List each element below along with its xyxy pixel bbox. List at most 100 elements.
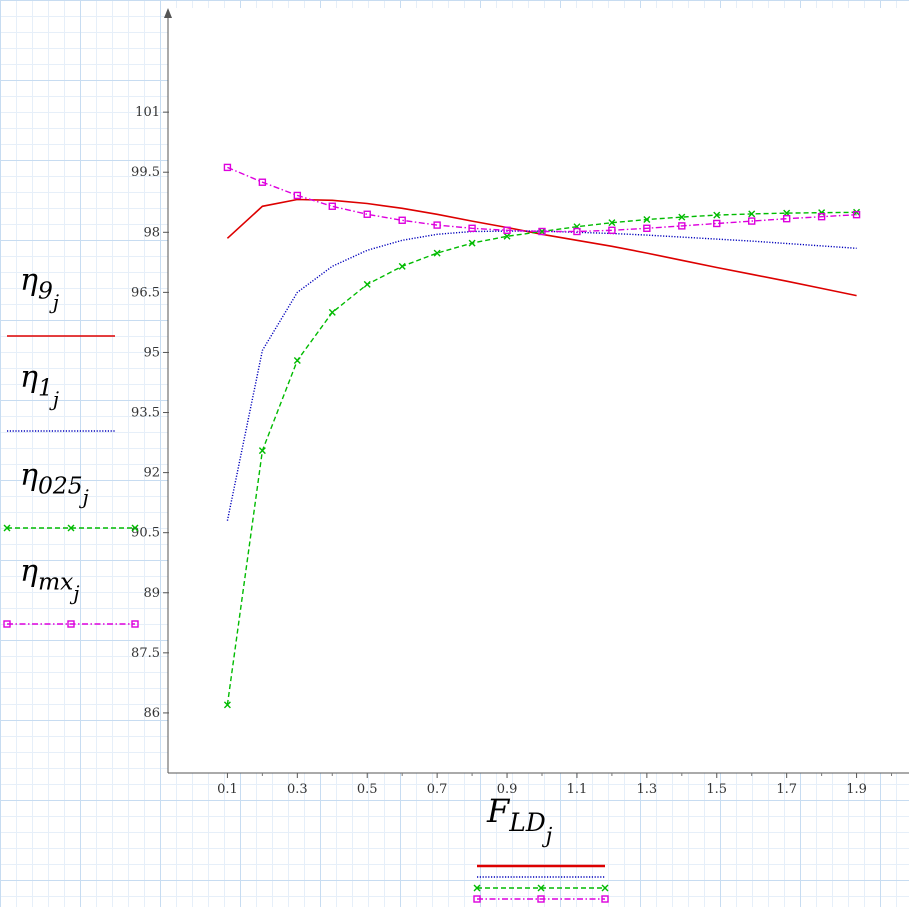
point-marker-square (748, 217, 756, 225)
legend-label-eta1: η1j (20, 360, 59, 411)
x-tick-label: 0.3 (287, 782, 308, 797)
legend-label-etamx-main: η (20, 554, 38, 589)
y-tick-label: 99.5 (131, 165, 160, 180)
point-marker-x (601, 884, 609, 892)
point-marker-x (433, 249, 441, 257)
legend-label-eta1-sub: 1 (38, 373, 53, 401)
x-axis-title: FLDj (486, 792, 553, 847)
marker-stroke (433, 249, 441, 257)
x-tick-labels: 0.1 0.3 0.5 0.7 0.9 1.1 1.3 1.5 1.7 1.9 (217, 782, 867, 797)
legend-label-eta9: η9j (20, 263, 59, 314)
legend-swatches-bottom (473, 864, 609, 903)
x-axis-title-sub2: j (542, 822, 553, 847)
x-tick-label: 0.7 (427, 782, 448, 797)
legend-item-eta025: η025j (3, 458, 139, 532)
x-tick-label: 1.7 (776, 782, 797, 797)
marker-stroke (223, 701, 231, 709)
point-marker-x (643, 215, 651, 223)
x-axis-title-sub: LD (508, 808, 546, 837)
point-marker-x (398, 262, 406, 270)
point-marker-square (131, 620, 139, 628)
x-tick-label: 1.1 (567, 782, 588, 797)
y-tick-label: 92 (143, 466, 160, 481)
legend-label-eta025-main: η (20, 458, 38, 493)
marker-stroke (468, 239, 476, 247)
marker-stroke (67, 524, 75, 532)
marker-stroke (258, 447, 266, 455)
legend-label-eta9-sub2: j (49, 291, 59, 314)
point-marker-square (293, 191, 302, 200)
marker-stroke (748, 210, 756, 218)
point-marker-x (473, 884, 481, 892)
y-tick-label: 95 (143, 345, 160, 360)
marker-stroke (503, 232, 511, 240)
legend-label-etamx-sub2: j (69, 582, 79, 605)
y-tick-label: 90.5 (131, 526, 160, 541)
y-tick-label: 87.5 (131, 646, 160, 661)
legend-label-eta1-main: η (20, 360, 38, 395)
y-tick-label: 93.5 (131, 406, 160, 421)
point-marker-square (601, 895, 609, 903)
x-tick-label: 1.3 (637, 782, 658, 797)
marker-stroke (537, 884, 545, 892)
point-marker-square (817, 212, 826, 221)
marker-stroke (818, 209, 826, 217)
chart-axes (163, 8, 909, 778)
legend-label-eta025: η025j (20, 458, 89, 509)
point-marker-x (131, 524, 139, 532)
point-marker-square (573, 227, 581, 236)
legend-label-eta1-sub2: j (49, 388, 59, 411)
point-marker-x (503, 232, 511, 240)
bottom-swatch-etamx (473, 895, 609, 903)
point-marker-x (678, 213, 686, 221)
marker-stroke (131, 524, 139, 532)
marker-stroke (608, 219, 616, 227)
x-axis-label: FLDj (486, 792, 553, 847)
marker-stroke (538, 227, 546, 235)
marker-stroke (601, 884, 609, 892)
y-tick-label: 96.5 (131, 285, 160, 300)
point-marker-x (713, 211, 721, 219)
legend-label-eta025-sub: 025 (38, 471, 83, 499)
point-marker-x (818, 209, 826, 217)
x-tick-label: 0.5 (357, 782, 378, 797)
series-etamx (223, 163, 861, 236)
point-marker-x (223, 701, 231, 709)
marker-stroke (328, 308, 336, 316)
point-marker-square (782, 214, 791, 223)
y-tick-labels: 86 87.5 89 90.5 92 93.5 95 96.5 98 99.5 101 (131, 105, 160, 721)
point-marker-x (258, 447, 266, 455)
marker-stroke (293, 356, 301, 364)
y-tick-label: 98 (143, 225, 160, 240)
chart-series (223, 163, 861, 709)
marker-stroke (3, 524, 11, 532)
point-marker-x (538, 227, 546, 235)
point-marker-x (608, 219, 616, 227)
point-marker-x (537, 884, 545, 892)
y-tick-label: 89 (143, 586, 160, 601)
point-marker-square (537, 895, 545, 903)
bottom-swatch-eta025 (473, 884, 609, 892)
legend-item-eta9: η9j (7, 263, 115, 337)
point-marker-square (328, 202, 336, 210)
x-tick-label: 1.9 (846, 782, 867, 797)
point-marker-square (433, 221, 441, 229)
legend-label-etamx-sub: mx (38, 567, 73, 595)
point-marker-x (468, 239, 476, 247)
x-tick-label: 1.5 (706, 782, 727, 797)
point-marker-square (852, 210, 861, 219)
point-marker-x (3, 524, 11, 532)
plot-area (168, 8, 909, 773)
point-marker-x (328, 308, 336, 316)
point-marker-square (67, 620, 75, 628)
point-marker-x (293, 356, 301, 364)
legend-item-eta1: η1j (7, 360, 115, 432)
point-marker-square (503, 226, 511, 234)
point-marker-x (748, 210, 756, 218)
point-marker-square (3, 620, 11, 628)
marker-stroke (363, 280, 371, 288)
legend-label-eta025-sub2: j (79, 486, 89, 509)
marker-stroke (643, 215, 651, 223)
